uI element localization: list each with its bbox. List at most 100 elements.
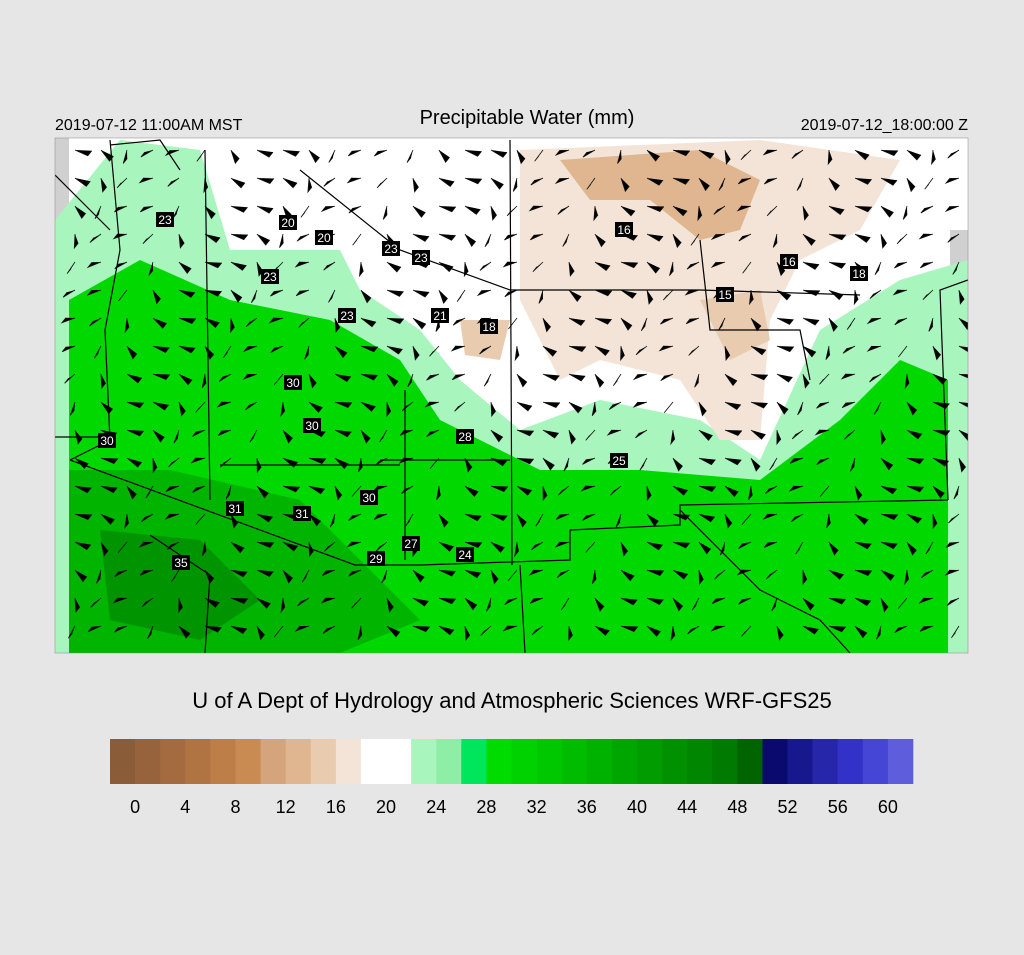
wind-barb [282,485,301,493]
wind-barb [270,289,284,297]
wind-barb [906,513,923,524]
colorbar-swatch [662,739,688,784]
wind-barb [880,569,895,581]
wind-barb [854,485,863,501]
wind-barb [698,149,715,160]
dry-region [560,150,760,240]
wind-barb [256,233,271,246]
wind-barb [763,541,778,548]
valid-time-local: 2019-07-12 11:00AM MST [55,117,243,134]
wind-barb [74,513,93,520]
station-box [284,375,302,390]
wind-barb [463,261,469,278]
wind-barb [880,233,888,249]
wind-barb [256,625,265,641]
wind-barb [297,597,310,607]
wind-barb [464,569,482,579]
wind-barb [147,625,154,640]
station-box [850,266,868,281]
wind-barb [764,485,778,494]
wind-barb [672,485,689,496]
wind-barb [542,485,548,502]
station-box [615,222,633,237]
wind-barb [74,485,92,494]
wind-barb [828,569,844,580]
wind-barb [797,401,804,416]
wind-barb [873,401,882,415]
wind-barb [697,205,703,222]
wind-barb [646,597,664,606]
wind-barb [122,149,128,164]
wind-barb [568,373,586,382]
wind-barb [412,205,426,218]
wind-barb [880,457,894,471]
wind-barb [892,289,908,296]
wind-barb [412,345,420,361]
wind-barb [742,261,752,274]
station-box [456,547,474,562]
wind-barb [201,541,207,556]
wind-barb [141,597,154,608]
colorbar-swatch [712,739,738,784]
station-value: 23 [340,309,354,323]
wind-barb [73,233,79,250]
wind-barb [118,289,128,302]
station-value: 28 [458,430,472,444]
colorbar-tick-label: 40 [627,797,647,817]
colorbar-swatch [461,739,487,784]
wind-barb [165,485,180,492]
wind-barb [840,373,856,380]
colorbar-tick-label: 4 [180,797,190,817]
wind-barb [776,373,793,383]
wind-barb [854,569,873,576]
wind-barb [958,429,968,442]
wind-barb [126,485,137,500]
wind-barb [168,457,180,468]
wind-barb [89,233,102,243]
station-box [431,308,449,323]
wind-barb [117,541,128,554]
wind-barb [204,261,223,269]
wind-barb [532,261,544,272]
wind-barb [100,373,107,390]
wind-barb [386,317,405,325]
wind-barb [828,233,847,241]
wind-barb [945,541,960,548]
wind-barb [438,597,457,605]
stations: 23 20 20 23 23 23 23 21 18 16 16 18 15 30 30 30 28 25 30 31… [98,212,868,570]
wind-barb [429,457,440,469]
station-box [303,418,321,433]
station-value: 30 [362,491,376,505]
wind-barb [594,373,605,388]
moist-region [100,530,260,640]
wind-barb [140,149,154,158]
wind-barb [958,345,968,353]
wind-barb [736,205,752,212]
wind-barb [528,569,544,576]
wind-barb [178,625,191,639]
wind-barb [138,541,154,548]
wind-barb [230,625,248,635]
colorbar-tick-label: 48 [727,797,747,817]
wind-barb [947,149,960,159]
wind-barb [308,373,317,389]
wind-barb [204,625,222,633]
wind-barb [828,597,847,605]
wind-barb [880,429,887,446]
wind-barb [426,373,440,381]
colorbar-swatch [636,739,663,784]
wind-barb [946,597,960,606]
wind-barb [620,541,629,557]
wind-barb [921,569,934,579]
wind-barb [282,177,298,189]
wind-barb [620,177,630,193]
wind-barb [866,345,882,352]
colorbar-swatch [310,739,337,784]
colorbar-swatch [185,739,211,784]
wind-barb [646,149,660,162]
wind-barb [321,569,336,576]
wind-barb [827,149,833,166]
wind-barb [741,625,752,637]
wind-barb [828,541,839,556]
colorbar-swatch [110,739,136,784]
